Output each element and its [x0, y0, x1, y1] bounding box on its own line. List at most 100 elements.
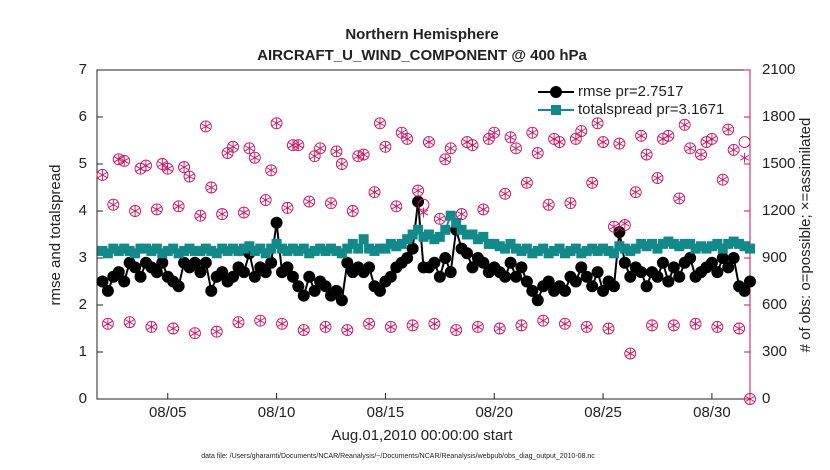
data-point — [734, 323, 744, 334]
data-point — [564, 197, 577, 210]
data-point — [607, 280, 620, 293]
y2-tick-label: 1500 — [762, 155, 795, 172]
y2-tick-label: 0 — [762, 390, 770, 407]
y2-tick-label: 1800 — [762, 108, 795, 125]
data-point — [239, 207, 249, 218]
data-point — [571, 133, 581, 144]
data-point — [631, 187, 641, 198]
data-point — [194, 209, 207, 222]
data-point — [157, 159, 167, 169]
data-point — [125, 317, 135, 328]
y-tick-label: 4 — [79, 202, 87, 219]
asterisk-stroke — [565, 200, 575, 207]
data-point — [391, 201, 401, 212]
asterisk-stroke — [331, 148, 342, 155]
asterisk-stroke — [652, 175, 663, 181]
data-point — [233, 317, 244, 328]
asterisk-stroke — [228, 143, 238, 150]
data-point — [255, 315, 265, 326]
asterisk-stroke — [125, 319, 135, 326]
x-tick-label: 08/30 — [693, 404, 731, 421]
data-point — [526, 126, 539, 139]
asterisk-stroke — [729, 147, 739, 153]
data-point — [488, 126, 501, 139]
asterisk-stroke — [413, 187, 423, 194]
data-point — [270, 216, 283, 229]
data-point — [130, 206, 140, 216]
data-point — [178, 161, 191, 174]
data-point — [123, 316, 136, 329]
asterisk-stroke — [174, 203, 184, 210]
asterisk-stroke — [277, 320, 287, 327]
asterisk-stroke — [712, 324, 722, 330]
data-point — [434, 231, 445, 242]
data-point — [707, 133, 717, 144]
data-point — [624, 347, 637, 360]
data-point — [250, 152, 260, 163]
data-point — [428, 317, 441, 330]
data-point — [129, 261, 142, 274]
asterisk-stroke — [527, 129, 537, 136]
data-point — [478, 204, 488, 215]
data-point — [586, 176, 599, 189]
asterisk-stroke — [435, 215, 445, 222]
asterisk-stroke — [250, 154, 260, 161]
asterisk-stroke — [244, 145, 254, 152]
data-point — [684, 252, 697, 264]
data-point — [314, 142, 327, 155]
data-point — [228, 141, 238, 152]
data-point — [711, 266, 724, 279]
data-point — [335, 158, 348, 170]
data-point — [244, 143, 254, 154]
data-point — [243, 142, 256, 155]
asterisk-stroke — [179, 164, 189, 171]
data-point — [277, 318, 287, 329]
asterisk-stroke — [326, 200, 336, 207]
data-point — [515, 319, 528, 332]
data-point — [705, 256, 718, 269]
data-point — [293, 140, 303, 151]
data-point — [477, 256, 490, 269]
y2-tick-label: 2100 — [762, 61, 795, 78]
data-point — [276, 317, 288, 330]
data-point — [380, 141, 390, 152]
data-point — [402, 133, 412, 144]
data-point — [620, 218, 630, 229]
data-point — [504, 131, 517, 144]
data-point — [667, 319, 680, 332]
asterisk-stroke — [184, 173, 195, 180]
data-point — [484, 133, 494, 144]
data-point — [216, 208, 229, 221]
data-point — [445, 210, 456, 221]
data-point — [363, 261, 376, 274]
data-point — [558, 284, 571, 297]
data-point — [455, 208, 468, 221]
data-point — [286, 270, 299, 283]
data-point — [575, 261, 588, 274]
data-point — [384, 270, 397, 283]
data-point — [433, 212, 446, 225]
asterisk-stroke — [190, 330, 200, 337]
footnote: data file: /Users/gharamti/Documents/NCA… — [201, 453, 595, 460]
data-point — [624, 270, 637, 283]
asterisk-stroke — [614, 140, 624, 147]
asterisk-stroke — [114, 156, 124, 163]
asterisk-stroke — [522, 179, 532, 186]
asterisk-stroke — [631, 189, 641, 196]
data-point — [103, 318, 113, 329]
data-point — [374, 117, 386, 130]
asterisk-stroke — [337, 161, 347, 167]
asterisk-stroke — [424, 139, 434, 145]
asterisk-stroke — [272, 120, 282, 127]
data-point — [174, 201, 184, 212]
data-point — [281, 261, 294, 274]
data-point — [319, 280, 332, 293]
data-point — [107, 198, 120, 211]
y2-tick-label: 600 — [762, 296, 787, 313]
data-point — [342, 325, 352, 336]
data-point — [576, 126, 586, 137]
data-point — [738, 136, 751, 149]
data-point — [582, 321, 592, 332]
data-point — [413, 185, 423, 196]
data-point — [727, 143, 740, 156]
